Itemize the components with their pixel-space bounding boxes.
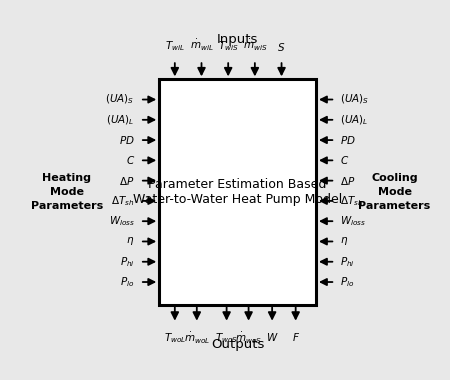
- Text: $T_{woL}$: $T_{woL}$: [164, 331, 186, 345]
- Text: $(UA)_{S}$: $(UA)_{S}$: [105, 93, 135, 106]
- Text: $PD$: $PD$: [119, 134, 135, 146]
- Text: $(UA)_{L}$: $(UA)_{L}$: [341, 113, 369, 127]
- Text: $P_{hi}$: $P_{hi}$: [341, 255, 356, 269]
- Text: $W_{loss}$: $W_{loss}$: [341, 214, 367, 228]
- Text: $W$: $W$: [266, 331, 279, 343]
- Text: $T_{wiS}$: $T_{wiS}$: [218, 39, 238, 53]
- Text: $\Delta T_{sh}$: $\Delta T_{sh}$: [341, 194, 364, 208]
- Text: $P_{lo}$: $P_{lo}$: [120, 275, 135, 289]
- Text: $S$: $S$: [277, 41, 286, 53]
- Text: $\dot{m}_{wiL}$: $\dot{m}_{wiL}$: [189, 38, 213, 53]
- Text: $P_{hi}$: $P_{hi}$: [120, 255, 135, 269]
- Text: $\dot{m}_{woL}$: $\dot{m}_{woL}$: [184, 331, 210, 346]
- Text: Heating
Mode
Parameters: Heating Mode Parameters: [31, 173, 103, 211]
- Text: $\dot{m}_{wiS}$: $\dot{m}_{wiS}$: [243, 38, 267, 53]
- Text: Inputs: Inputs: [217, 33, 258, 46]
- Text: $(UA)_{L}$: $(UA)_{L}$: [106, 113, 135, 127]
- Text: $C$: $C$: [341, 154, 350, 166]
- Text: $\Delta T_{sh}$: $\Delta T_{sh}$: [112, 194, 135, 208]
- Text: $\eta$: $\eta$: [126, 236, 135, 247]
- Text: $T_{woS}$: $T_{woS}$: [215, 331, 238, 345]
- Text: $(UA)_{S}$: $(UA)_{S}$: [341, 93, 370, 106]
- Text: $C$: $C$: [126, 154, 135, 166]
- Text: Parameter Estimation Based
Water-to-Water Heat Pump Model: Parameter Estimation Based Water-to-Wate…: [133, 178, 342, 206]
- Text: $P_{lo}$: $P_{lo}$: [341, 275, 355, 289]
- Text: Cooling
Mode
Parameters: Cooling Mode Parameters: [358, 173, 431, 211]
- Text: $\Delta P$: $\Delta P$: [119, 175, 135, 187]
- Bar: [159, 79, 316, 304]
- Text: $\Delta P$: $\Delta P$: [341, 175, 356, 187]
- Text: Outputs: Outputs: [211, 338, 264, 351]
- Text: $\dot{m}_{woS}$: $\dot{m}_{woS}$: [235, 331, 262, 346]
- Text: $PD$: $PD$: [341, 134, 356, 146]
- Text: $T_{wiL}$: $T_{wiL}$: [165, 39, 185, 53]
- Text: $F$: $F$: [292, 331, 300, 343]
- Text: $W_{loss}$: $W_{loss}$: [108, 214, 135, 228]
- Text: $\eta$: $\eta$: [341, 236, 349, 247]
